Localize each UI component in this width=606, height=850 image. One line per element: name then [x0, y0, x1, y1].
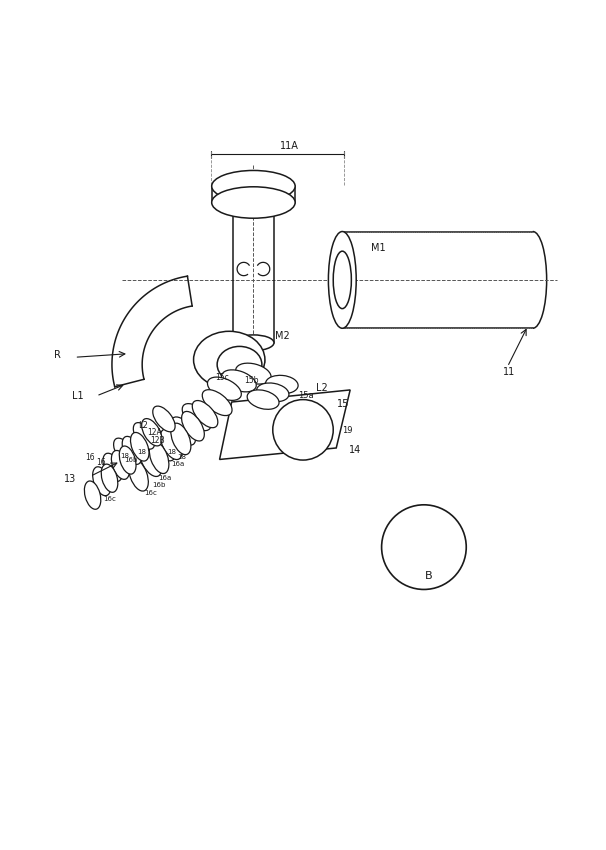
Ellipse shape	[236, 363, 271, 384]
Ellipse shape	[233, 335, 274, 351]
Ellipse shape	[192, 400, 218, 428]
Text: B: B	[425, 571, 433, 581]
Ellipse shape	[161, 429, 182, 460]
Ellipse shape	[113, 438, 135, 465]
Text: 12B: 12B	[151, 435, 165, 445]
Polygon shape	[219, 390, 350, 460]
Text: R: R	[54, 350, 61, 360]
Text: 16c: 16c	[104, 496, 116, 501]
Ellipse shape	[93, 467, 111, 496]
Ellipse shape	[207, 377, 241, 400]
Ellipse shape	[150, 433, 175, 461]
Text: 13: 13	[64, 474, 76, 484]
Text: 15b: 15b	[244, 376, 258, 385]
Text: 11: 11	[502, 367, 514, 377]
Text: 15c: 15c	[215, 373, 229, 382]
Ellipse shape	[163, 417, 191, 445]
Ellipse shape	[142, 418, 162, 446]
Text: 16: 16	[85, 452, 95, 462]
Text: L2: L2	[316, 382, 328, 393]
Ellipse shape	[130, 433, 149, 461]
Text: 16b: 16b	[152, 483, 165, 489]
Text: 15a: 15a	[298, 392, 314, 400]
Circle shape	[273, 400, 333, 460]
Ellipse shape	[265, 376, 298, 394]
Ellipse shape	[153, 406, 175, 432]
Ellipse shape	[328, 231, 356, 328]
Ellipse shape	[202, 389, 232, 416]
Ellipse shape	[182, 404, 211, 431]
Ellipse shape	[122, 436, 142, 464]
Circle shape	[382, 505, 466, 589]
Text: 12A: 12A	[147, 428, 162, 437]
Text: 18: 18	[121, 453, 130, 459]
Ellipse shape	[171, 423, 191, 455]
Ellipse shape	[128, 459, 148, 491]
Text: 14: 14	[349, 445, 361, 456]
Text: 18: 18	[177, 454, 186, 460]
Ellipse shape	[222, 370, 256, 392]
Text: M1: M1	[371, 243, 385, 252]
Text: L2: L2	[139, 421, 148, 429]
Ellipse shape	[217, 347, 262, 382]
Text: 16a: 16a	[158, 474, 171, 480]
Ellipse shape	[119, 446, 136, 474]
Text: M2: M2	[275, 331, 289, 341]
Text: 16b: 16b	[125, 457, 138, 463]
Ellipse shape	[149, 442, 169, 473]
Ellipse shape	[211, 171, 295, 202]
Text: 16: 16	[96, 458, 106, 467]
Text: 11A: 11A	[280, 140, 299, 150]
Text: L1: L1	[72, 391, 84, 401]
Ellipse shape	[112, 450, 130, 479]
Text: 16c: 16c	[144, 490, 157, 496]
Ellipse shape	[182, 411, 204, 441]
Ellipse shape	[171, 417, 196, 445]
Ellipse shape	[333, 251, 351, 309]
Ellipse shape	[84, 481, 101, 509]
Ellipse shape	[256, 383, 289, 402]
Text: 18: 18	[167, 449, 176, 455]
Text: 16a: 16a	[171, 462, 184, 468]
Text: 19: 19	[342, 426, 352, 435]
Ellipse shape	[247, 390, 279, 410]
Ellipse shape	[193, 332, 265, 388]
Text: 15: 15	[337, 400, 349, 410]
Ellipse shape	[140, 446, 161, 477]
Ellipse shape	[133, 422, 155, 449]
Ellipse shape	[101, 464, 118, 492]
Ellipse shape	[211, 187, 295, 218]
Text: 18: 18	[137, 449, 145, 455]
Ellipse shape	[103, 453, 122, 481]
